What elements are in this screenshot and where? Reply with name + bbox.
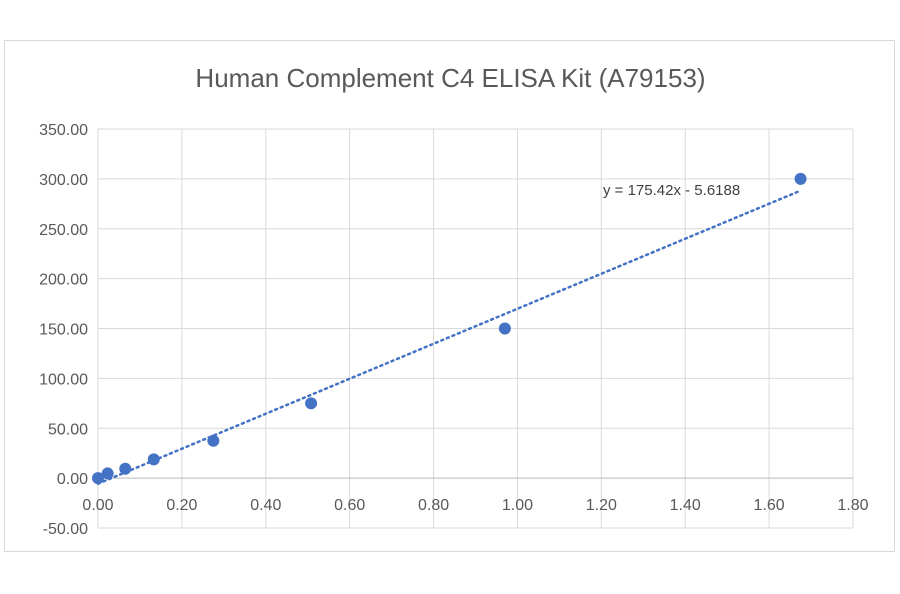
scatter-plot: -50.00 0.00 50.00 100.00 150.00 200.00 250.00 3… xyxy=(39,122,869,538)
chart-title: Human Complement C4 ELISA Kit (A79153) xyxy=(195,63,706,93)
data-point xyxy=(794,172,807,185)
x-tick-label: 0.20 xyxy=(166,497,197,514)
x-tick-label: 0.00 xyxy=(82,497,113,514)
x-tick-label: 1.00 xyxy=(502,497,533,514)
x-tick-label: 1.40 xyxy=(670,497,701,514)
data-point xyxy=(305,397,318,410)
y-tick-label: 0.00 xyxy=(57,471,88,488)
y-tick-label: 250.00 xyxy=(39,222,88,239)
data-point xyxy=(101,467,114,480)
data-point xyxy=(207,434,220,447)
trendline-equation: y = 175.42x - 5.6188 xyxy=(603,182,740,199)
y-tick-label: -50.00 xyxy=(43,521,88,538)
y-tick-label: 100.00 xyxy=(39,371,88,388)
data-point xyxy=(119,462,132,475)
x-tick-label: 0.40 xyxy=(250,497,281,514)
x-tick-label: 1.80 xyxy=(837,497,868,514)
x-tick-label: 1.60 xyxy=(754,497,785,514)
data-point xyxy=(147,453,160,466)
chart-frame: Human Complement C4 ELISA Kit (A79153) -… xyxy=(4,40,895,552)
x-tick-label: 0.80 xyxy=(418,497,449,514)
trendline xyxy=(96,189,802,485)
x-tick-label: 0.60 xyxy=(334,497,365,514)
y-tick-label: 200.00 xyxy=(39,272,88,289)
data-point xyxy=(498,322,511,335)
x-tick-label: 1.20 xyxy=(586,497,617,514)
y-tick-label: 300.00 xyxy=(39,172,88,189)
y-tick-label: 150.00 xyxy=(39,322,88,339)
y-tick-label: 50.00 xyxy=(48,421,88,438)
y-tick-label: 350.00 xyxy=(39,122,88,139)
data-point xyxy=(92,472,104,485)
